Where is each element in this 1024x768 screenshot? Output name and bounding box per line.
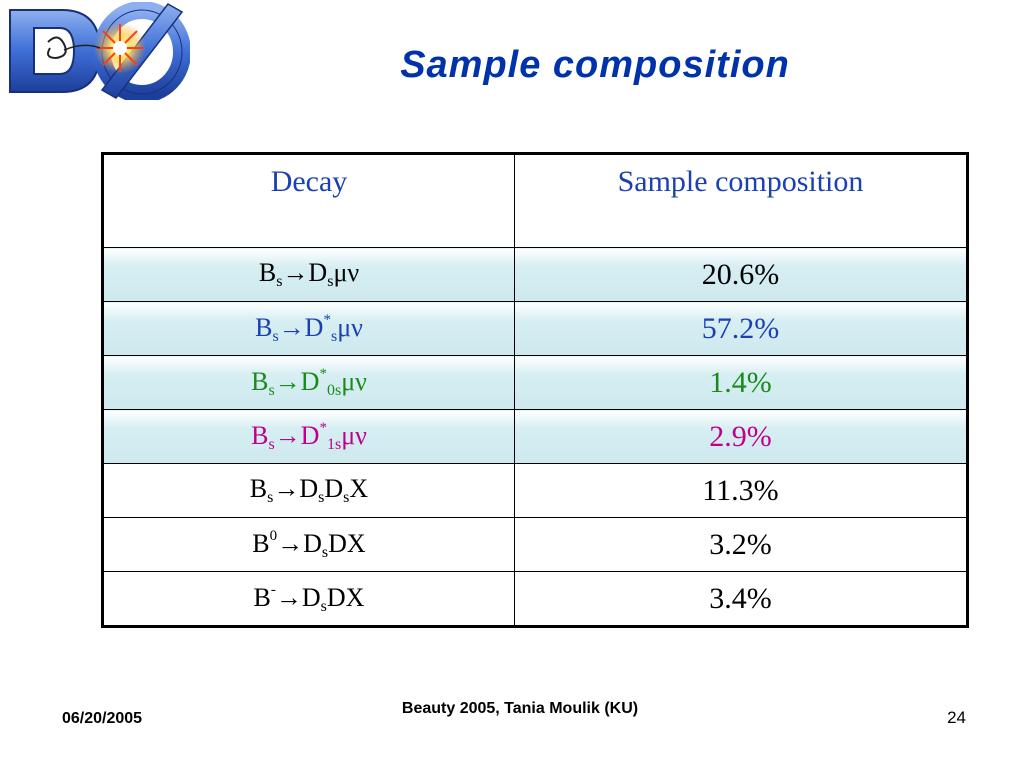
decay-subscript: s [327,273,334,290]
decay-subscript: s [276,273,283,290]
decay-cell: Bs→D*0sμν [102,355,515,410]
sample-composition-table: Decay Sample composition Bs→Dsμν 20.6% Bs→… [101,152,969,628]
decay-text: D [324,474,344,503]
decay-text: →D [274,420,320,450]
footer-page-number: 24 [947,708,966,727]
column-header-decay: Decay [102,153,515,248]
decay-text: B [252,528,270,558]
decay-superscript: 0 [269,527,278,544]
decay-text: →D [275,582,321,612]
decay-cell: Bs→DsDsX [102,463,515,518]
decay-text: μν [337,312,363,342]
decay-subscript: s [330,327,338,345]
composition-value-cell: 20.6% [514,247,968,302]
table-row: Bs→Dsμν 20.6% [102,247,968,302]
table-row: B0→DsDX 3.2% [102,517,968,572]
decay-text: μν [341,420,367,450]
table-header-row: Decay Sample composition [102,153,968,248]
composition-value-cell: 2.9% [514,409,968,464]
decay-text: →D [273,474,319,503]
decay-text: →D [282,258,328,287]
footer-presentation-info: Beauty 2005, Tania Moulik (KU) [401,700,639,717]
table-row: Bs→D*0sμν 1.4% [102,355,968,410]
decay-text: B [253,582,271,612]
composition-value-cell: 57.2% [514,301,968,356]
composition-value-cell: 1.4% [514,355,968,410]
decay-subscript: s [268,435,275,453]
decay-cell: Bs→D*1sμν [102,409,515,464]
slide-title: Sample composition [400,44,790,86]
decay-subscript: s [272,327,279,345]
decay-text: DX [328,528,366,558]
decay-superscript: - [270,581,276,598]
decay-cell: B0→DsDX [102,517,515,572]
composition-value-cell: 11.3% [514,463,968,518]
composition-value-cell: 3.4% [514,571,968,627]
decay-cell: Bs→Dsμν [102,247,515,302]
decay-text: μν [341,366,367,396]
decay-text: B [251,366,269,396]
decay-text: B [251,420,269,450]
column-header-sample-composition: Sample composition [514,153,968,248]
decay-superscript: * [323,311,331,328]
composition-value-cell: 3.2% [514,517,968,572]
decay-subscript: 0s [326,381,342,399]
decay-text: μν [333,258,360,287]
decay-subscript: s [343,489,350,506]
decay-text: →D [274,366,320,396]
footer-date: 06/20/2005 [62,710,143,727]
table-row: Bs→D*sμν 57.2% [102,301,968,356]
decay-superscript: * [319,419,327,436]
decay-text: B [255,312,273,342]
decay-subscript: s [267,489,274,506]
table-row: Bs→D*1sμν 2.9% [102,409,968,464]
decay-text: →D [277,528,322,558]
decay-subscript: s [268,381,275,399]
table-row: B-→DsDX 3.4% [102,571,968,627]
decay-superscript: * [319,365,327,382]
decay-subscript: s [318,489,325,506]
decay-subscript: s [320,597,327,615]
table-row: Bs→DsDsX 11.3% [102,463,968,518]
decay-subscript: s [321,543,329,561]
d0-logo: DØ [9,2,190,100]
decay-text: B [249,474,268,503]
table-body: Bs→Dsμν 20.6% Bs→D*sμν 57.2% Bs→D*0sμν 1.4% Bs… [102,247,968,627]
decay-text: B [258,258,277,287]
decay-text: X [349,474,369,503]
decay-cell: B-→DsDX [102,571,515,627]
decay-text: →D [278,312,324,342]
decay-text: DX [326,582,365,612]
decay-cell: Bs→D*sμν [102,301,515,356]
decay-subscript: 1s [326,435,342,453]
